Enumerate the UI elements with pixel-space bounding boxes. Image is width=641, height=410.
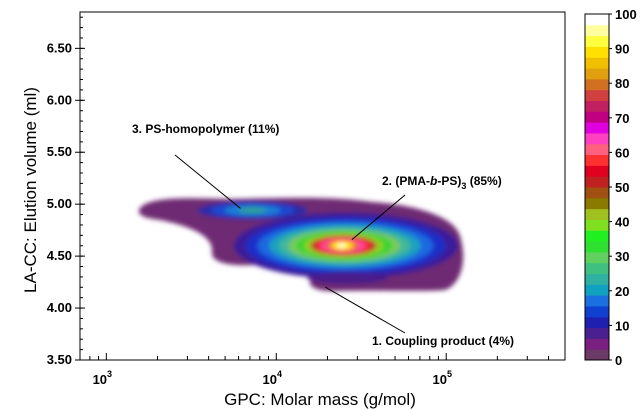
colorbar: 0 10 20 30 40 50 60 70 80 90 100 <box>584 7 637 368</box>
colorbar-swatch <box>585 132 609 145</box>
y-tick-label: 3.50 <box>47 352 72 367</box>
colorbar-swatch <box>585 143 609 156</box>
annotation-pma-b-ps: 2. (PMA-b-PS)3 (85%) <box>382 174 502 191</box>
annotation-coupling-product: 1. Coupling product (4%) <box>372 334 514 348</box>
colorbar-swatch <box>585 241 609 253</box>
colorbar-swatch <box>585 208 609 220</box>
colorbar-swatch <box>585 316 609 329</box>
colorbar-swatch <box>585 349 609 361</box>
colorbar-swatch <box>585 197 609 210</box>
y-tick-label: 5.00 <box>47 196 72 211</box>
y-tick-label: 4.50 <box>47 248 72 263</box>
colorbar-swatch <box>585 273 609 285</box>
colorbar-swatch <box>585 327 609 339</box>
plot-area <box>79 11 566 361</box>
colorbar-swatch <box>585 57 609 69</box>
colorbar-swatch <box>585 295 609 307</box>
colorbar-label: 10 <box>615 318 629 333</box>
y-tick-label: 5.50 <box>47 144 72 159</box>
annotations: 3. PS-homopolymer (11%) 2. (PMA-b-PS)3 (8… <box>132 122 514 348</box>
contour-band-coupling <box>307 272 388 285</box>
colorbar-swatch <box>585 46 609 58</box>
colorbar-swatch <box>585 35 609 47</box>
colorbar-label: 100 <box>615 7 637 22</box>
x-tick-label: 103 <box>93 369 112 387</box>
x-axis-title: GPC: Molar mass (g/mol) <box>224 390 416 409</box>
contour-regions <box>138 197 464 292</box>
y-tick-label: 4.00 <box>47 300 72 315</box>
y-axis: 3.50 4.00 4.50 5.00 5.50 6.00 6.50 <box>47 16 85 367</box>
colorbar-swatch <box>585 219 609 231</box>
colorbar-label: 50 <box>615 180 629 195</box>
colorbar-swatch <box>585 122 609 134</box>
colorbar-swatch <box>585 78 609 91</box>
colorbar-swatch <box>585 187 609 199</box>
colorbar-swatch <box>585 68 609 80</box>
colorbar-swatch <box>585 111 609 123</box>
colorbar-swatch <box>585 176 609 188</box>
colorbar-label: 60 <box>615 145 629 160</box>
colorbar-swatch <box>585 262 609 274</box>
contour-band <box>338 244 345 248</box>
colorbar-swatch <box>585 251 609 264</box>
colorbar-label: 40 <box>615 215 629 230</box>
colorbar-label: 20 <box>615 284 629 299</box>
colorbar-swatch <box>585 305 609 318</box>
colorbar-label: 70 <box>615 111 629 126</box>
x-tick-label: 104 <box>263 369 282 387</box>
colorbar-swatch <box>585 154 609 166</box>
colorbar-swatch <box>585 100 609 112</box>
colorbar-swatch <box>585 165 609 177</box>
colorbar-swatch <box>585 230 609 242</box>
colorbar-swatch <box>585 89 609 101</box>
y-axis-title: LA-CC: Elution volume (ml) <box>21 87 40 293</box>
contour-band-ps <box>238 207 267 214</box>
x-tick-label: 105 <box>432 369 451 387</box>
colorbar-label: 0 <box>615 353 622 368</box>
colorbar-swatch <box>585 338 609 350</box>
colorbar-label: 80 <box>615 76 629 91</box>
colorbar-swatch <box>585 14 609 26</box>
colorbar-label: 30 <box>615 249 629 264</box>
annotation-ps-homopolymer: 3. PS-homopolymer (11%) <box>132 122 279 136</box>
y-tick-label: 6.00 <box>47 92 72 107</box>
colorbar-swatch <box>585 284 609 296</box>
colorbar-label: 90 <box>615 42 629 57</box>
colorbar-swatch <box>585 24 609 37</box>
y-tick-label: 6.50 <box>47 40 72 55</box>
